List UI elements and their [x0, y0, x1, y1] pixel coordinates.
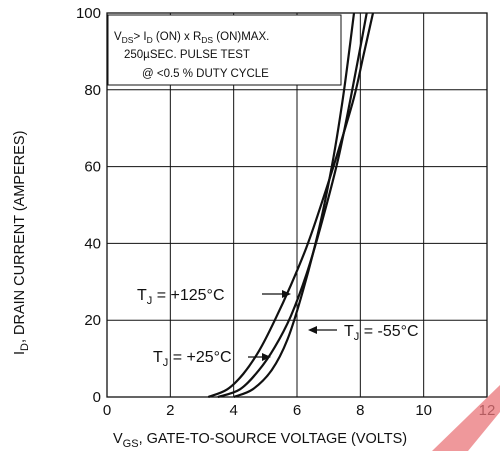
note-box: [107, 14, 342, 86]
plot-frame: [106, 12, 488, 398]
y-tick-label-3: 60: [84, 159, 101, 176]
annotation-minus55c: TJ = -55°C: [308, 323, 419, 343]
transfer-curves: [207, 12, 375, 399]
y-tick-label-4: 80: [84, 82, 101, 99]
x-tick-label-2: 4: [229, 402, 237, 419]
note-line-2: 250µSEC. PULSE TEST: [124, 49, 250, 61]
annotation-label-125c: TJ = +125°C: [137, 287, 225, 307]
arrowhead-minus55c: [308, 326, 317, 334]
x-tick-label-5: 10: [415, 402, 432, 419]
curve-series-2: [233, 12, 356, 399]
annotation-125c: TJ = +125°C: [137, 287, 291, 307]
x-tick-label-3: 6: [293, 402, 301, 419]
x-tick-label-1: 2: [166, 402, 174, 419]
x-axis-title: VGS, GATE-TO-SOURCE VOLTAGE (VOLTS): [113, 431, 407, 450]
y-tick-labels: 0 20 40 60 80 100: [76, 5, 101, 406]
arrowhead-125c: [282, 290, 291, 298]
y-tick-label-1: 20: [84, 312, 101, 329]
y-tick-label-0: 0: [93, 389, 101, 406]
note-line-1: VDS> ID (ON) x RDS (ON)MAX.: [114, 31, 269, 45]
annotation-25c: TJ = +25°C: [153, 349, 271, 369]
y-tick-label-2: 40: [84, 235, 101, 252]
x-tick-label-0: 0: [103, 402, 111, 419]
annotation-label-minus55c: TJ = -55°C: [344, 323, 419, 343]
curve-series-0: [207, 12, 375, 399]
y-axis-title: ID, DRAIN CURRENT (AMPERES): [12, 131, 31, 355]
y-tick-label-5: 100: [76, 5, 101, 22]
note-line-3: @ <0.5 % DUTY CYCLE: [142, 68, 269, 80]
corner-ribbon: [432, 385, 500, 451]
test-conditions-note: VDS> ID (ON) x RDS (ON)MAX. 250µSEC. PUL…: [107, 14, 342, 86]
annotation-label-25c: TJ = +25°C: [153, 349, 232, 369]
arrowhead-25c: [262, 353, 271, 361]
x-tick-label-4: 8: [356, 402, 364, 419]
x-tick-labels: 024681012: [103, 402, 496, 419]
